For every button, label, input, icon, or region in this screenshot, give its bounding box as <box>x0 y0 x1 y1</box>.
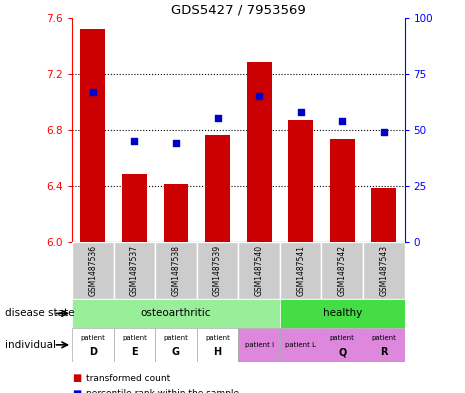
Bar <box>122 174 147 242</box>
Bar <box>363 328 405 362</box>
Bar <box>330 140 355 242</box>
Text: patient I: patient I <box>245 342 274 348</box>
Point <box>380 129 387 135</box>
Text: patient L: patient L <box>285 342 316 348</box>
Bar <box>280 328 321 362</box>
Point <box>339 118 346 124</box>
Text: GSM1487536: GSM1487536 <box>88 244 97 296</box>
Bar <box>155 242 197 299</box>
Bar <box>363 242 405 299</box>
Title: GDS5427 / 7953569: GDS5427 / 7953569 <box>171 4 306 17</box>
Text: GSM1487540: GSM1487540 <box>255 244 264 296</box>
Point <box>214 115 221 121</box>
Text: ■: ■ <box>72 389 81 393</box>
Bar <box>197 328 239 362</box>
Text: G: G <box>172 347 180 357</box>
Bar <box>280 242 321 299</box>
Text: GSM1487537: GSM1487537 <box>130 244 139 296</box>
Text: patient: patient <box>122 334 147 340</box>
Bar <box>80 29 105 242</box>
Point <box>89 88 97 95</box>
Text: disease state: disease state <box>5 309 74 318</box>
Bar <box>372 189 396 242</box>
Text: GSM1487542: GSM1487542 <box>338 245 347 296</box>
Bar <box>239 328 280 362</box>
Text: E: E <box>131 347 138 357</box>
Text: patient: patient <box>164 334 188 340</box>
Bar <box>72 242 113 299</box>
Text: GSM1487539: GSM1487539 <box>213 244 222 296</box>
Text: patient: patient <box>205 334 230 340</box>
Bar <box>197 242 239 299</box>
Bar <box>205 135 230 242</box>
Text: patient: patient <box>330 334 355 340</box>
Text: GSM1487543: GSM1487543 <box>379 244 388 296</box>
Text: D: D <box>89 347 97 357</box>
Text: individual: individual <box>5 340 56 350</box>
Text: patient: patient <box>80 334 105 340</box>
Bar <box>113 328 155 362</box>
Bar <box>113 242 155 299</box>
Text: healthy: healthy <box>323 309 362 318</box>
Bar <box>246 62 272 242</box>
Point <box>131 138 138 144</box>
Text: percentile rank within the sample: percentile rank within the sample <box>86 389 239 393</box>
Point <box>297 108 305 115</box>
Text: GSM1487538: GSM1487538 <box>172 245 180 296</box>
Bar <box>164 184 188 242</box>
Text: transformed count: transformed count <box>86 374 170 382</box>
Bar <box>72 328 113 362</box>
Text: patient: patient <box>372 334 396 340</box>
Text: osteoarthritic: osteoarthritic <box>141 309 211 318</box>
Bar <box>321 328 363 362</box>
Bar <box>288 120 313 242</box>
Bar <box>239 242 280 299</box>
Bar <box>321 242 363 299</box>
Text: GSM1487541: GSM1487541 <box>296 245 305 296</box>
Text: H: H <box>213 347 222 357</box>
Text: R: R <box>380 347 387 357</box>
Text: ■: ■ <box>72 373 81 383</box>
Bar <box>280 299 405 328</box>
Bar <box>72 299 280 328</box>
Text: Q: Q <box>338 347 346 357</box>
Point <box>255 93 263 99</box>
Bar <box>155 328 197 362</box>
Point <box>172 140 179 146</box>
